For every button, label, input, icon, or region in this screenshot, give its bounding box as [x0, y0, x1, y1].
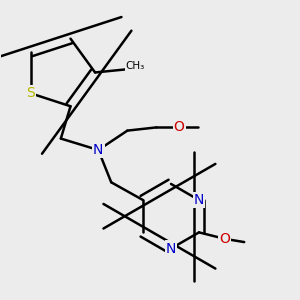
Text: N: N — [93, 143, 104, 157]
Text: CH₃: CH₃ — [126, 61, 145, 71]
Text: S: S — [26, 86, 35, 100]
Text: O: O — [174, 120, 184, 134]
Text: O: O — [219, 232, 230, 246]
Text: N: N — [166, 242, 176, 256]
Text: N: N — [194, 193, 204, 207]
